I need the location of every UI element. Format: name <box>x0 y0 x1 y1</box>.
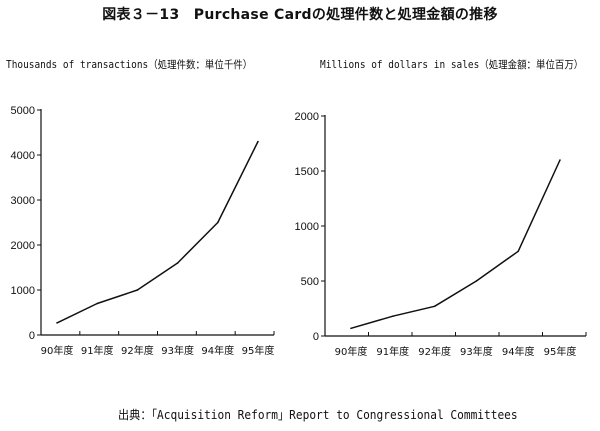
transactions-x-tick-label: 90年度 <box>41 344 74 357</box>
transactions-data-point <box>257 140 259 143</box>
transactions-x-tick-label: 93年度 <box>161 344 194 357</box>
left-chart-title: Thousands of transactions（処理件数：単位千件） <box>6 59 253 71</box>
sales-y-tick-label: 2000 <box>295 111 319 123</box>
sales-x-tick-label: 95年度 <box>544 345 577 358</box>
transactions-x-tick-label: 94年度 <box>201 344 234 357</box>
sales-data-point <box>517 250 519 253</box>
right-chart-title: Millions of dollars in sales（処理金額：単位百万） <box>320 59 584 71</box>
sales-data-point <box>350 327 352 330</box>
transactions-data-point <box>56 322 58 324</box>
transactions-y-tick-label: 0 <box>29 330 35 342</box>
transactions-data-point <box>136 289 139 291</box>
sales-data-point <box>433 305 436 308</box>
sales-series-line <box>350 159 561 330</box>
transactions-data-point <box>217 221 219 224</box>
transactions-y-tick-label: 2000 <box>11 240 35 252</box>
transactions-x-tick-label: 92年度 <box>121 344 154 357</box>
transactions-x-tick-label: 91年度 <box>81 344 114 357</box>
transactions-x-tick-label: 95年度 <box>242 344 275 357</box>
sales-x-tick-label: 94年度 <box>502 345 535 358</box>
transactions-data-point <box>176 262 179 264</box>
sales-data-point <box>475 280 478 282</box>
sales-y-tick-label: 1500 <box>295 166 319 178</box>
transactions-y-tick-label: 5000 <box>11 105 35 117</box>
sales-x-tick-label: 93年度 <box>460 345 493 358</box>
transactions-series-line <box>56 141 259 324</box>
transactions-y-tick-label: 4000 <box>11 150 35 162</box>
transactions-y-tick-label: 1000 <box>11 285 35 297</box>
sales-x-tick-label: 92年度 <box>418 345 451 358</box>
source-note: 出典：「Acquisition Reform」Report to Congres… <box>118 408 518 422</box>
sales-y-tick-label: 500 <box>301 276 319 288</box>
sales-x-tick-label: 91年度 <box>376 345 409 358</box>
sales-data-point <box>392 315 394 318</box>
sales-y-tick-label: 1000 <box>295 221 319 233</box>
sales-data-point <box>559 159 561 161</box>
sales-x-tick-label: 90年度 <box>335 345 368 358</box>
sales-y-tick-label: 0 <box>313 331 319 343</box>
transactions-y-tick-label: 3000 <box>11 195 35 207</box>
transactions-data-point <box>96 302 98 305</box>
figure-title: 図表３－13 Purchase Cardの処理件数と処理金額の推移 <box>102 7 498 23</box>
